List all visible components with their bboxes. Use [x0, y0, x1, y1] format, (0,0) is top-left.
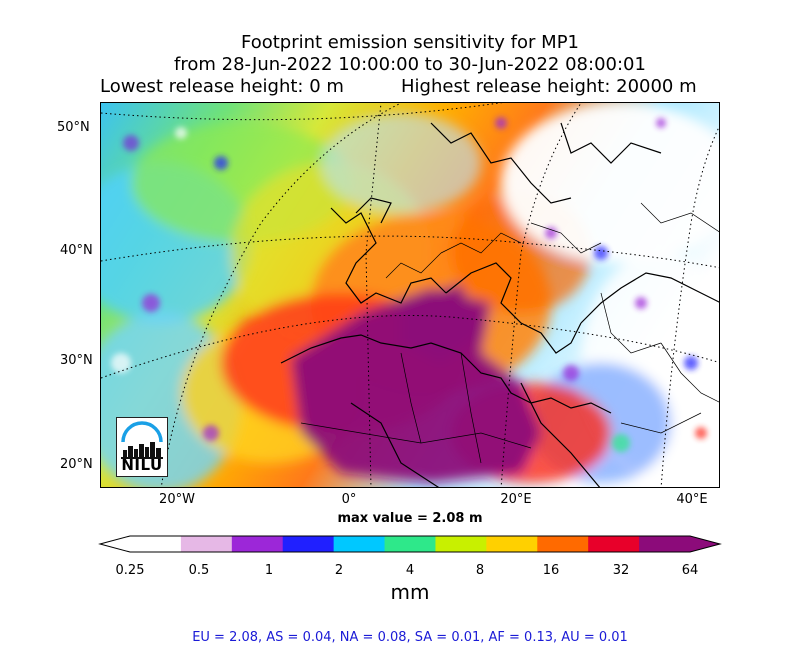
colorbar-tick-label: 64 — [681, 563, 699, 578]
colorbar-tick-label: 8 — [475, 563, 485, 578]
colorbar-cell — [639, 536, 691, 552]
nilu-logo: NILU — [116, 417, 168, 477]
colorbar-cell — [588, 536, 640, 552]
colorbar-tick-label: 2 — [334, 563, 344, 578]
nilu-logo-icon — [121, 421, 163, 459]
lon-tick-label: 20°E — [500, 492, 532, 507]
colorbar-tick-label: 0.5 — [188, 563, 210, 578]
colorbar-extend-high — [690, 536, 720, 552]
lon-tick-label: 40°E — [676, 492, 708, 507]
lat-tick-label: 30°N — [60, 353, 93, 368]
colorbar-tick-label: 0.25 — [115, 563, 145, 578]
colorbar-cell — [537, 536, 589, 552]
plot-title-line2: from 28-Jun-2022 10:00:00 to 30-Jun-2022… — [174, 54, 646, 75]
colorbar-cell — [333, 536, 386, 552]
lon-tick-label: 0° — [341, 492, 357, 507]
plot-title-line1: Footprint emission sensitivity for MP1 — [240, 32, 579, 53]
coastlines — [280, 122, 719, 487]
colorbar-cell — [180, 536, 233, 552]
lat-tick-label: 50°N — [57, 120, 90, 135]
max-value-label: max value = 2.08 m — [337, 511, 483, 526]
colorbar-cell — [435, 536, 487, 552]
sensitivity-blobs — [101, 103, 719, 487]
colorbar-cell — [282, 536, 335, 552]
lon-tick-label: 20°W — [159, 492, 195, 507]
highest-release-height: Highest release height: 20000 m — [401, 76, 697, 97]
colorbar-tick-label: 1 — [264, 563, 274, 578]
colorbar-tick-label: 16 — [542, 563, 560, 578]
lat-tick-label: 40°N — [60, 243, 93, 258]
colorbar-tick-label: 32 — [612, 563, 630, 578]
nilu-logo-text: NILU — [121, 456, 163, 474]
region-totals: EU = 2.08, AS = 0.04, NA = 0.08, SA = 0.… — [192, 630, 628, 645]
colorbar-cell — [486, 536, 538, 552]
graticule — [101, 103, 719, 487]
colorbar-cell — [231, 536, 284, 552]
colorbar — [98, 535, 722, 553]
colorbar-extend-low — [100, 536, 130, 552]
colorbar-unit: mm — [390, 580, 430, 604]
colorbar-cell — [130, 536, 182, 552]
lat-tick-label: 20°N — [60, 457, 93, 472]
sensitivity-map — [100, 102, 720, 488]
borders — [300, 202, 719, 464]
colorbar-cell — [384, 536, 437, 552]
sensitivity-speckle — [111, 117, 707, 452]
map-canvas — [101, 103, 719, 487]
lowest-release-height: Lowest release height: 0 m — [100, 76, 344, 97]
colorbar-tick-label: 4 — [405, 563, 415, 578]
colorbar-outline — [98, 535, 722, 553]
